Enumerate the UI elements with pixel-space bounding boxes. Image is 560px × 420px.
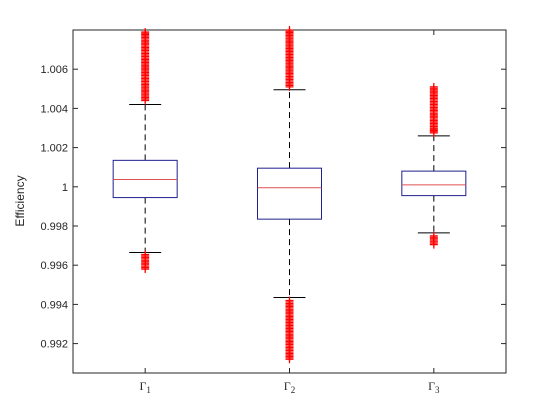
category-symbol: Γ: [139, 379, 146, 393]
box-group-1: Γ1: [112, 27, 178, 395]
y-tick-label: 1: [62, 182, 68, 194]
x-category-label: Γ1: [139, 379, 150, 395]
box-group-2: Γ2: [257, 26, 322, 395]
iqr-box: [112, 159, 178, 199]
outlier-marker-low: [141, 265, 150, 274]
y-tick-label: 1.004: [40, 103, 68, 115]
category-subscript: 1: [146, 385, 151, 395]
x-category-label: Γ3: [428, 379, 440, 395]
outlier-marker-low: [285, 355, 294, 364]
outlier-marker-low: [429, 240, 438, 249]
x-category-label: Γ2: [284, 379, 295, 395]
outlier-marker-high: [429, 82, 438, 91]
y-tick-label: 1.006: [40, 64, 68, 76]
category-symbol: Γ: [284, 379, 291, 393]
iqr-box: [257, 167, 322, 220]
category-subscript: 3: [435, 385, 440, 395]
iqr-box: [401, 170, 467, 197]
box-group-3: Γ3: [401, 30, 467, 395]
category-subscript: 2: [291, 385, 296, 395]
y-tick-label: 0.992: [40, 339, 68, 351]
y-tick-label: 1.002: [40, 143, 68, 155]
outlier-marker-high: [285, 26, 294, 34]
y-axis-label: Efficiency: [13, 175, 27, 226]
y-tick-label: 0.998: [40, 221, 68, 233]
outlier-marker-high: [141, 27, 150, 36]
y-tick-label: 0.996: [40, 260, 68, 272]
category-symbol: Γ: [428, 379, 435, 393]
y-tick-label: 0.994: [40, 299, 68, 311]
